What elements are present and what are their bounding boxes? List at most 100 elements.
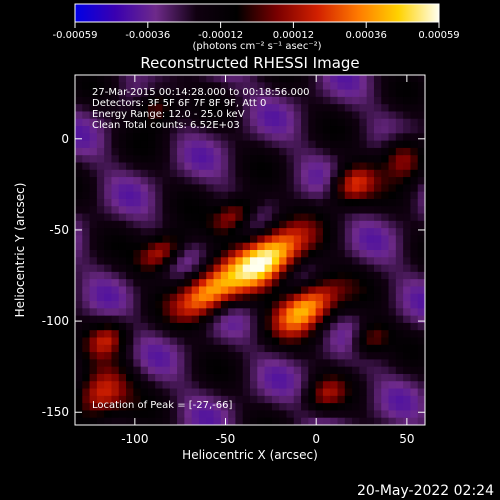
heatmap-cell [286, 75, 295, 83]
heatmap-cell [213, 373, 222, 382]
heatmap-cell [301, 308, 309, 317]
heatmap-cell [96, 322, 105, 331]
heatmap-cell [308, 220, 317, 229]
heatmap-cell [191, 213, 200, 222]
heatmap-cell [417, 118, 425, 127]
heatmap-cell [162, 96, 171, 105]
x-tick-label: -100 [121, 432, 148, 446]
heatmap-cell [286, 228, 295, 236]
heatmap-cell [184, 373, 193, 382]
heatmap-cell [337, 133, 346, 142]
heatmap-cell [206, 104, 214, 112]
heatmap-cell [111, 264, 120, 273]
heatmap-cell [206, 330, 214, 338]
heatmap-cell [220, 242, 229, 251]
heatmap-cell [301, 301, 309, 309]
heatmap-cell [184, 169, 193, 178]
heatmap-cell [366, 308, 375, 317]
heatmap-cell [388, 286, 397, 295]
heatmap-cell [381, 155, 389, 163]
heatmap-cell [177, 279, 185, 287]
heatmap-cell [344, 410, 353, 419]
heatmap-cell [417, 89, 425, 98]
heatmap-cell [162, 220, 171, 229]
heatmap-cell [359, 242, 368, 251]
heatmap-cell [75, 257, 83, 265]
heatmap-cell [111, 301, 120, 309]
heatmap-cell [359, 75, 368, 83]
heatmap-cell [213, 315, 222, 324]
heatmap-cell [220, 315, 229, 324]
heatmap-cell [410, 242, 419, 251]
heatmap-cell [198, 366, 207, 375]
heatmap-cell [96, 213, 105, 222]
heatmap-cell [410, 191, 419, 200]
y-tick-label: 0 [61, 132, 69, 146]
heatmap-cell [264, 104, 273, 112]
heatmap-cell [198, 381, 207, 389]
heatmap-cell [359, 403, 368, 411]
heatmap-cell [395, 264, 404, 273]
heatmap-cell [286, 301, 295, 309]
heatmap-cell [96, 206, 105, 214]
heatmap-cell [177, 75, 185, 83]
heatmap-cell [373, 118, 382, 127]
heatmap-cell [228, 322, 236, 331]
heatmap-cell [169, 344, 178, 353]
heatmap-cell [169, 242, 178, 251]
heatmap-cell [359, 220, 368, 229]
heatmap-cell [155, 359, 163, 368]
heatmap-cell [352, 330, 360, 338]
heatmap-cell [279, 388, 287, 397]
heatmap-cell [89, 250, 98, 258]
heatmap-cell [220, 206, 229, 214]
heatmap-cell [89, 352, 98, 360]
heatmap-cell [271, 155, 280, 163]
heatmap-cell [104, 96, 112, 105]
heatmap-cell [352, 388, 360, 397]
heatmap-cell [308, 322, 317, 331]
heatmap-cell [169, 279, 178, 287]
heatmap-cell [381, 89, 389, 98]
heatmap-cell [140, 75, 149, 83]
heatmap-cell [220, 373, 229, 382]
colorbar [74, 3, 440, 23]
heatmap-cell [75, 352, 83, 360]
heatmap-cell [373, 191, 382, 200]
heatmap-cell [330, 271, 338, 280]
heatmap-cell [155, 89, 163, 98]
heatmap-cell [220, 133, 229, 142]
heatmap-cell [301, 96, 309, 105]
heatmap-cell [177, 352, 185, 360]
heatmap-cell [96, 242, 105, 251]
heatmap-cell [301, 344, 309, 353]
heatmap-cell [373, 293, 382, 302]
heatmap-cell [322, 82, 331, 90]
heatmap-cell [235, 126, 244, 134]
heatmap-cell [177, 395, 185, 404]
heatmap-cell [344, 293, 353, 302]
heatmap-cell [410, 235, 419, 244]
heatmap-cell [417, 286, 425, 295]
heatmap-cell [140, 381, 149, 389]
heatmap-cell [293, 184, 302, 193]
heatmap-cell [242, 381, 251, 389]
heatmap-cell [147, 191, 156, 200]
heatmap-cell [264, 133, 273, 142]
heatmap-cell [242, 220, 251, 229]
heatmap-cell [301, 126, 309, 134]
heatmap-cell [388, 395, 397, 404]
heatmap-cell [264, 330, 273, 338]
heatmap-cell [395, 337, 404, 346]
heatmap-cell [359, 213, 368, 222]
heatmap-cell [111, 177, 120, 185]
heatmap-cell [198, 330, 207, 338]
heatmap-cell [242, 337, 251, 346]
heatmap-cell [177, 133, 185, 142]
heatmap-cell [184, 322, 193, 331]
heatmap-cell [206, 352, 214, 360]
heatmap-cell [301, 162, 309, 171]
heatmap-cell [395, 308, 404, 317]
heatmap-cell [162, 177, 171, 185]
heatmap-cell [381, 242, 389, 251]
